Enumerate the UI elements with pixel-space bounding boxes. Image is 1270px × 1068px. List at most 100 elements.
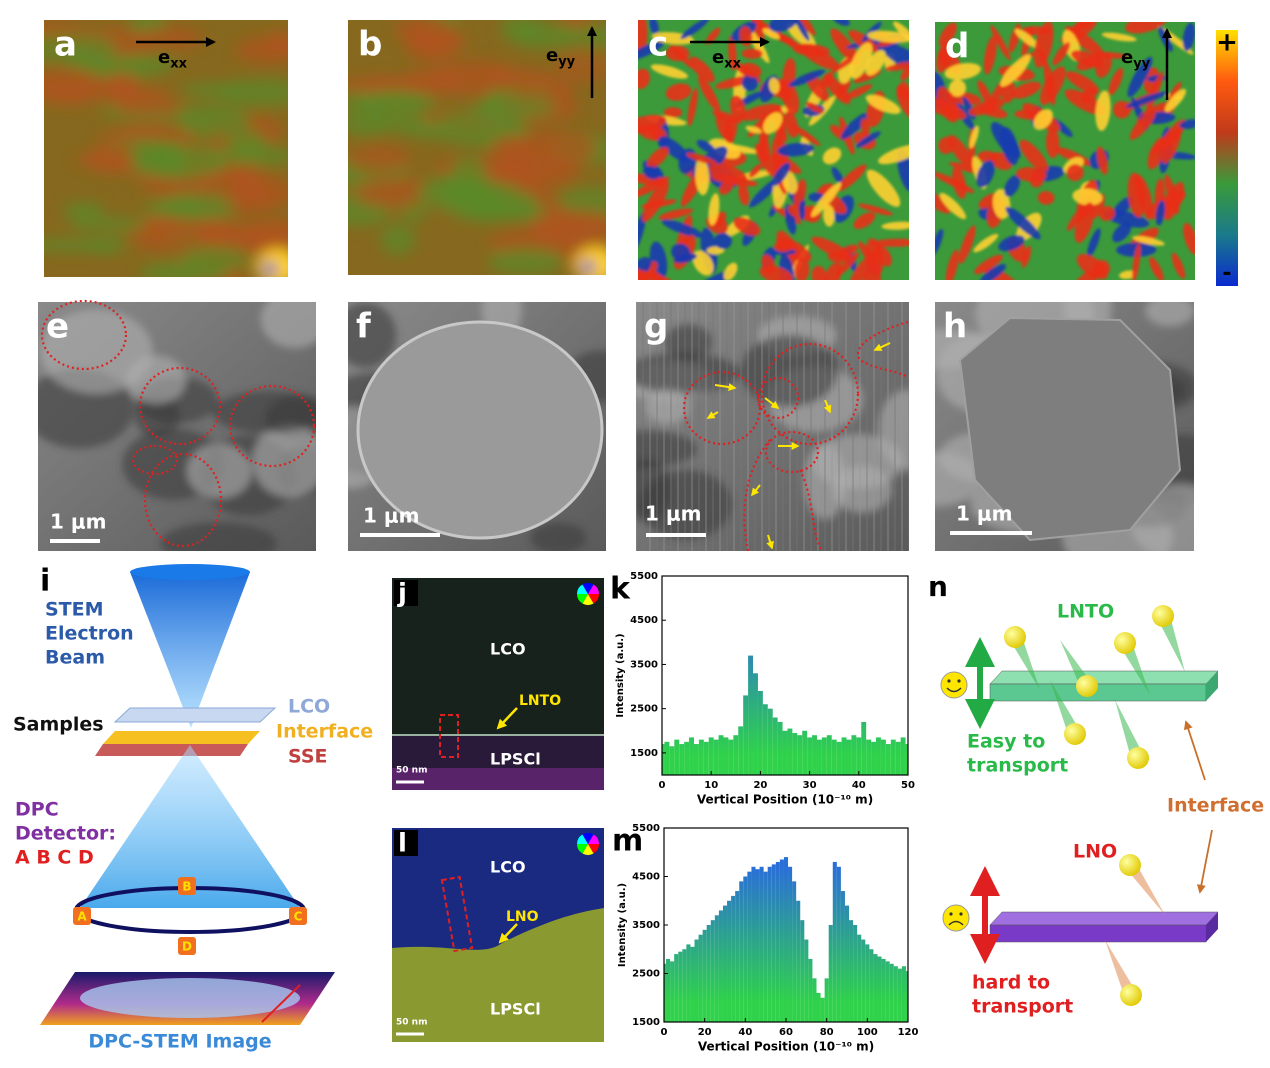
map-blob <box>638 123 663 141</box>
map-blob <box>1108 67 1124 96</box>
map-blob <box>116 97 185 117</box>
strain-map <box>638 20 909 280</box>
map-blob <box>1080 87 1097 104</box>
bar <box>876 737 881 775</box>
particle-outline <box>764 430 820 474</box>
map-blob <box>710 174 758 187</box>
map-blob <box>1072 188 1103 206</box>
map-blob <box>958 225 976 264</box>
map-blob <box>948 135 972 167</box>
map-blob <box>686 152 717 165</box>
interface-label: Interface <box>1167 795 1264 817</box>
map-blob <box>773 241 793 253</box>
map-blob <box>811 236 853 261</box>
color-wheel <box>577 583 599 606</box>
sem-image <box>935 302 1194 551</box>
map-edge <box>580 261 596 273</box>
map-blob <box>858 241 881 273</box>
sem-grain <box>160 522 277 551</box>
panel-label: f <box>356 307 372 347</box>
colorbar-max: + <box>1216 28 1238 58</box>
y-tick-label: 5500 <box>630 571 658 582</box>
bar <box>703 741 709 775</box>
map-blob <box>1148 128 1183 156</box>
map-blob <box>44 83 103 105</box>
bar <box>905 971 908 1022</box>
y-tick-label: 2500 <box>630 704 658 715</box>
map-blob <box>935 229 944 257</box>
particle-outline <box>40 299 128 371</box>
bar <box>782 730 788 775</box>
bar <box>826 735 832 775</box>
particle-outline <box>131 444 179 476</box>
map-blob <box>44 33 117 62</box>
map-blob <box>176 104 250 137</box>
slab-side <box>1206 912 1218 942</box>
map-blob <box>865 94 901 114</box>
map-blob <box>1104 210 1150 228</box>
bar <box>735 891 740 1022</box>
axis-label-main: e <box>546 45 558 66</box>
bar <box>698 739 704 775</box>
axis-label-main: e <box>1121 47 1133 68</box>
particle-outline <box>756 376 800 420</box>
sample-layer <box>103 731 260 744</box>
map-blob <box>638 267 652 280</box>
map-blob <box>745 125 762 134</box>
sem-grain <box>187 443 252 499</box>
bar <box>783 857 789 1022</box>
label-box <box>394 580 418 606</box>
map-blob <box>695 157 710 196</box>
bar <box>804 939 809 1022</box>
trail <box>1123 865 1165 915</box>
trail <box>1060 640 1094 686</box>
slab-top <box>989 911 1219 926</box>
map-blob <box>759 265 793 280</box>
map-blob <box>822 147 842 165</box>
map-blob <box>866 30 909 43</box>
map-blob <box>1171 252 1186 279</box>
wheel-sector <box>588 584 599 594</box>
map-blob <box>450 157 488 193</box>
bar <box>905 744 908 775</box>
map-blob <box>490 171 578 186</box>
scale-bar-label: 50 nm <box>396 1018 427 1028</box>
map-blob <box>840 112 869 140</box>
map-blob <box>983 35 997 75</box>
map-blob <box>762 28 780 40</box>
bar <box>821 737 827 775</box>
bar <box>674 954 679 1022</box>
arrow <box>766 534 774 550</box>
x-axis-label: Vertical Position (10⁻¹⁰ m) <box>698 1040 874 1054</box>
bar <box>866 739 872 775</box>
map-blob <box>811 182 842 218</box>
map-blob <box>977 150 998 163</box>
bar <box>669 746 675 775</box>
ion <box>1076 675 1098 697</box>
axis-label-sub: yy <box>558 54 575 69</box>
map-blob <box>938 22 957 47</box>
bar <box>664 963 667 1022</box>
map-blob <box>714 232 732 250</box>
particle-outline <box>228 384 316 468</box>
caption: transport <box>972 996 1073 1018</box>
bar <box>844 905 850 1022</box>
x-tick-label: 50 <box>901 780 915 791</box>
wheel-sector <box>582 583 594 594</box>
bar <box>885 961 890 1022</box>
tem-bottom-glow <box>392 768 604 790</box>
pointer <box>261 984 301 1023</box>
bar <box>861 939 866 1022</box>
map-blob <box>1101 32 1137 42</box>
dpc-image-label: DPC-STEM Image <box>88 1031 271 1053</box>
axis-label-sub: xx <box>724 56 741 71</box>
map-blob <box>680 20 710 40</box>
y-tick-label: 3500 <box>630 659 658 670</box>
sem-grain <box>348 302 397 368</box>
map-blob <box>646 147 669 169</box>
strain-map <box>935 22 1195 280</box>
sem-grain <box>664 324 713 360</box>
map-blob <box>354 177 436 209</box>
map-blob <box>1000 126 1019 166</box>
bar <box>743 695 749 775</box>
